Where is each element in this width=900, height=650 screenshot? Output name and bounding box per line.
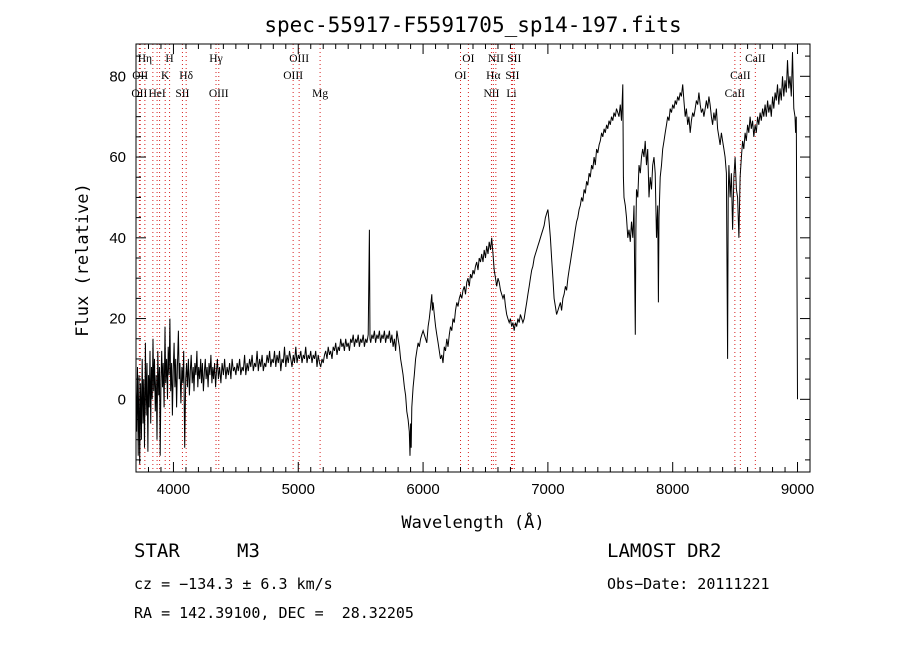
line-marker-label: OIII [289,53,309,65]
redshift-velocity: cz = −134.3 ± 6.3 km/s [134,575,333,593]
y-tick-label: 60 [109,149,126,166]
x-tick-labels: 4000 5000 6000 7000 8000 9000 [157,481,814,498]
x-tick-label: 7000 [531,481,564,498]
x-tick-label: 8000 [656,481,689,498]
line-marker-label: Hα [486,70,500,82]
line-marker-label: Hγ [209,53,222,65]
y-tick-label: 40 [109,230,126,247]
line-marker-label: Hδ [179,70,193,82]
axis-ticks [135,44,811,472]
observation-date: Obs−Date: 20111221 [607,575,770,593]
line-marker-label: HeI [148,88,165,100]
y-tick-label: 0 [118,391,126,408]
x-axis-label: Wavelength (Å) [401,511,544,533]
line-markers [138,44,756,472]
line-marker-label: NII [488,53,504,65]
line-marker-label: SII [175,88,189,100]
line-marker-label: OIII [283,70,303,82]
line-marker-labels: OIIOIIHηHeIKHSIIHδHγOIIIOIIIOIIIMgOIOINI… [131,53,765,100]
line-marker-label: H [165,53,173,65]
x-tick-label: 6000 [406,481,439,498]
line-marker-label: OII [131,88,147,100]
line-marker-label: OI [454,70,466,82]
x-tick-label: 9000 [781,481,814,498]
ra-dec-coordinates: RA = 142.39100, DEC = 28.32205 [134,604,414,622]
y-tick-label: 80 [109,68,126,85]
line-marker-label: SII [505,70,519,82]
object-class: STAR [134,540,180,562]
line-marker-label: CaII [745,53,766,65]
line-marker-label: Li [506,88,516,100]
line-marker-label: CaII [725,88,746,100]
line-marker-label: OI [462,53,474,65]
x-tick-label: 4000 [157,481,190,498]
line-marker-label: Mg [312,88,328,100]
line-marker-label: OIII [209,88,229,100]
line-marker-label: K [161,70,170,82]
plot-frame [135,43,811,473]
line-marker-label: NII [483,88,499,100]
line-marker-label: Hη [138,53,152,65]
chart-title: spec-55917-F5591705_sp14-197.fits [264,13,681,37]
y-axis-label: Flux (relative) [73,183,93,337]
line-marker-label: SII [507,53,521,65]
y-tick-labels: 0 20 40 60 80 [109,68,126,408]
object-subclass: M3 [237,540,260,562]
x-tick-label: 5000 [282,481,315,498]
survey-name: LAMOST DR2 [607,540,722,562]
line-marker-label: CaII [730,70,751,82]
y-tick-label: 20 [109,311,126,328]
spectrum-line [135,52,798,464]
